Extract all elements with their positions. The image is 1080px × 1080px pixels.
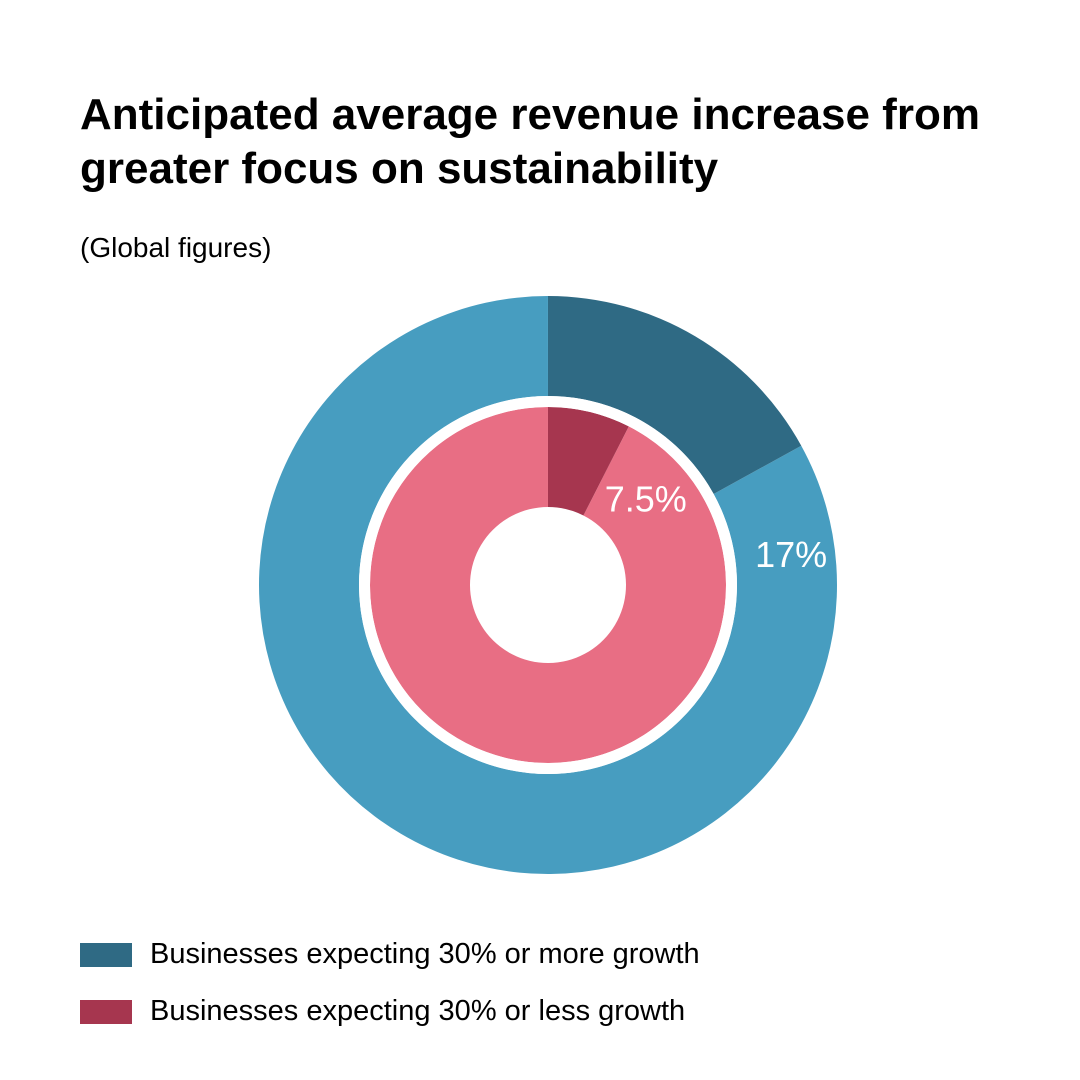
legend-label: Businesses expecting 30% or more growth bbox=[150, 938, 700, 970]
inner-ring-data-label: 7.5% bbox=[605, 478, 687, 519]
outer-ring-value-slice bbox=[548, 296, 802, 494]
legend-label: Businesses expecting 30% or less growth bbox=[150, 995, 686, 1027]
legend-swatch-more-growth bbox=[80, 942, 132, 967]
inner-ring-value-slice bbox=[548, 407, 629, 516]
outer-ring-data-label: 17% bbox=[755, 534, 827, 575]
legend-item-more-growth: Businesses expecting 30% or more growth bbox=[80, 938, 700, 971]
legend-item-less-growth: Businesses expecting 30% or less growth bbox=[80, 995, 685, 1028]
outer-ring-remainder-slice bbox=[259, 296, 837, 875]
ring-separator bbox=[359, 396, 737, 774]
chart-subtitle: (Global figures) bbox=[80, 232, 272, 263]
inner-ring-remainder-slice bbox=[369, 407, 726, 764]
chart-title: Anticipated average revenue increase fro… bbox=[80, 90, 980, 193]
legend-swatch-less-growth bbox=[80, 999, 132, 1024]
